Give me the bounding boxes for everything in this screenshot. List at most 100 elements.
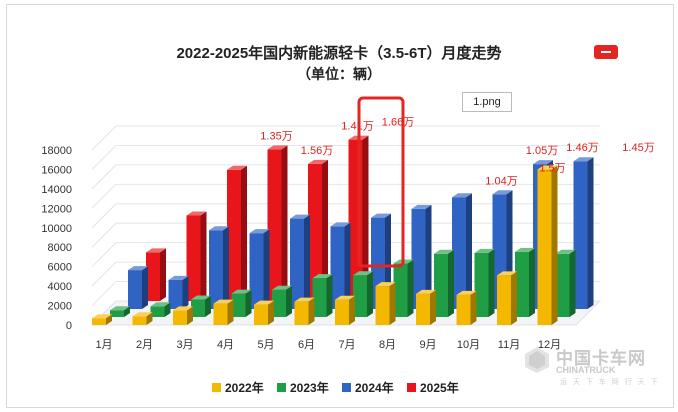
bar-front (312, 278, 327, 317)
x-tick-label: 2月 (136, 339, 153, 351)
bar-side (146, 312, 153, 325)
gridline-diag (91, 203, 117, 229)
bar (393, 259, 414, 317)
minus-badge-icon[interactable] (594, 45, 618, 59)
bar-front (110, 310, 124, 317)
bar-top (515, 247, 535, 252)
gridline-diag (91, 145, 117, 170)
gridline-diag (91, 222, 117, 248)
bar (434, 249, 454, 317)
bar-side (322, 159, 328, 301)
bar-top (456, 290, 477, 295)
x-tick-label: 1月 (95, 339, 112, 351)
x-tick-label: 9月 (419, 339, 436, 351)
bar (353, 271, 373, 317)
bar-front (330, 226, 345, 309)
bar-side (488, 248, 495, 317)
bar (191, 295, 211, 317)
bar-top (492, 190, 513, 195)
bar-top (110, 306, 130, 311)
bar-side (187, 306, 193, 325)
bar-side (326, 274, 333, 317)
bar (146, 248, 166, 301)
bar-top (555, 249, 576, 254)
bar (537, 165, 558, 325)
bar-side (344, 222, 351, 309)
y-tick-label: 2000 (48, 301, 72, 313)
x-tick-label: 7月 (338, 339, 355, 351)
data-label: 1.05万 (526, 145, 558, 157)
bar-top (537, 165, 558, 170)
bar-front (375, 286, 390, 325)
bar-top (573, 157, 594, 162)
bar-front (254, 304, 268, 325)
bar (173, 306, 193, 325)
chart-title: 2022-2025年国内新能源轻卡（3.5-6T）月度走势 (176, 45, 502, 62)
bar-front (267, 149, 282, 301)
bar-side (367, 271, 373, 317)
bar-side (164, 302, 171, 317)
bar-top (290, 214, 310, 219)
bar (132, 312, 153, 325)
bar-side (304, 214, 310, 309)
legend-label: 2025年 (420, 380, 459, 395)
bar-side (205, 295, 211, 317)
bar-top (213, 299, 234, 304)
bar-top (150, 302, 171, 307)
chart-frame (6, 4, 674, 408)
bar (150, 302, 171, 317)
bar-front (411, 208, 426, 309)
bar (213, 299, 234, 325)
y-tick-label: 14000 (41, 184, 72, 196)
bar-top (533, 160, 553, 165)
bar-front (537, 169, 552, 325)
bar-top (168, 275, 189, 280)
bar-side (263, 229, 270, 309)
bar-front (416, 293, 430, 325)
bar-front (132, 316, 147, 325)
bar-front (497, 275, 511, 325)
bar (231, 289, 252, 317)
x-tick-label: 4月 (217, 339, 234, 351)
gridline-diag (91, 281, 117, 306)
bar-side (407, 259, 414, 317)
file-name-tag: 1.png (462, 92, 512, 112)
bar-front (290, 218, 304, 309)
data-label: 1.41万 (341, 121, 373, 133)
bar-top (353, 271, 373, 276)
bar-top (416, 289, 436, 294)
bar (308, 159, 328, 301)
y-tick-label: 18000 (41, 145, 72, 157)
bar-front (186, 215, 201, 301)
bar-side (223, 226, 229, 309)
bar-front (452, 197, 466, 309)
legend-swatch (277, 383, 286, 392)
y-tick-label: 16000 (41, 164, 72, 176)
bar-top (128, 266, 148, 271)
bar (290, 214, 310, 309)
bar-top (474, 248, 495, 253)
bar-side (389, 282, 396, 325)
truck-logo-icon (525, 347, 549, 373)
legend-label: 2024年 (355, 380, 394, 395)
bar-side (551, 165, 558, 325)
x-tick-label: 3月 (176, 339, 193, 351)
data-label: 1.5万 (539, 162, 565, 174)
legend-label: 2023年 (290, 380, 329, 395)
bar-top (308, 159, 328, 164)
bar (110, 306, 130, 317)
bar-side (529, 247, 535, 317)
bar-side (160, 248, 166, 301)
y-tick-label: 4000 (48, 281, 72, 293)
x-tick-label: 5月 (257, 339, 274, 351)
bar-side (281, 145, 288, 301)
bar-top (330, 222, 351, 227)
bar-front (294, 301, 309, 325)
bar (249, 229, 270, 309)
bar (515, 247, 535, 317)
bar-front (128, 270, 142, 309)
bar-front (231, 293, 246, 317)
bar-top (231, 289, 252, 294)
bar-top (191, 295, 211, 300)
bar-front (515, 251, 529, 317)
